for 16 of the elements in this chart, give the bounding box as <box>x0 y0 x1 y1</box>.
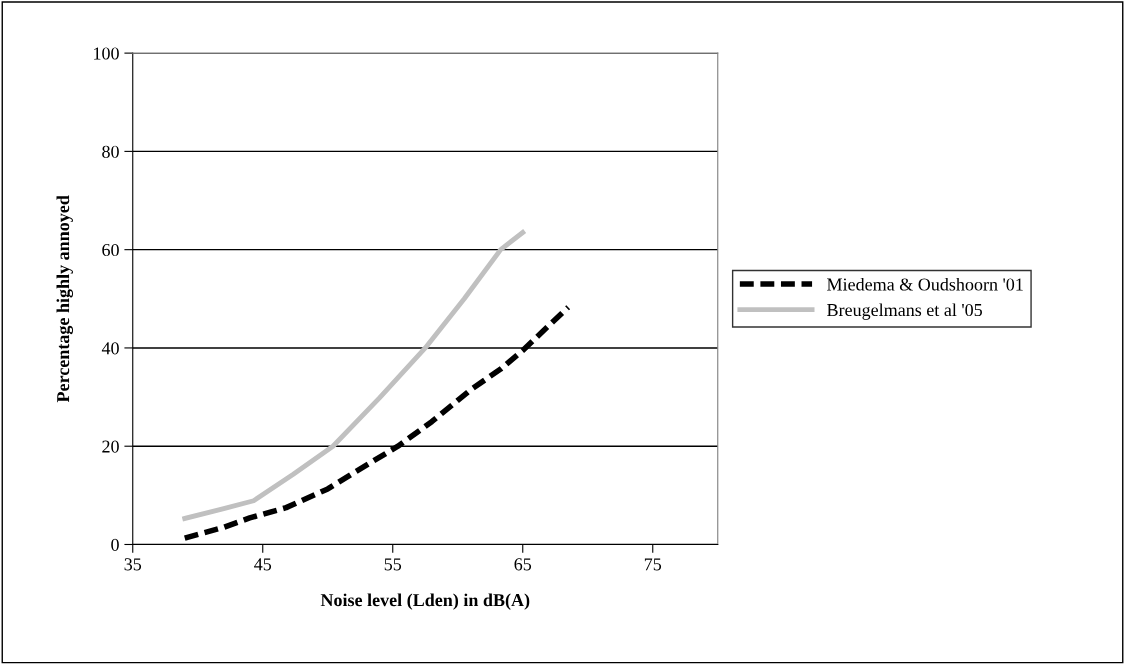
y-tick-label: 100 <box>94 47 119 60</box>
legend-label: Miedema & Oudshoorn '01 <box>827 277 1023 291</box>
x-axis-title: Noise level (Lden) in dB(A) <box>320 593 530 610</box>
x-tick-label: 65 <box>514 558 532 571</box>
y-tick-label: 80 <box>102 145 119 158</box>
x-tick-label: 45 <box>254 558 272 571</box>
line-series <box>182 230 526 521</box>
x-tick-label: 55 <box>384 558 402 571</box>
y-tick-label: 40 <box>101 342 119 355</box>
legend-label: Breugelmans et al '05 <box>827 303 982 320</box>
x-tick-label: 75 <box>644 558 662 571</box>
x-tick-label: 35 <box>124 558 142 571</box>
y-axis-title: Percentage highly annoyed <box>56 195 74 403</box>
y-tick-label: 0 <box>111 538 119 551</box>
y-tick-label: 60 <box>102 243 119 257</box>
y-tick-label: 20 <box>102 440 119 453</box>
